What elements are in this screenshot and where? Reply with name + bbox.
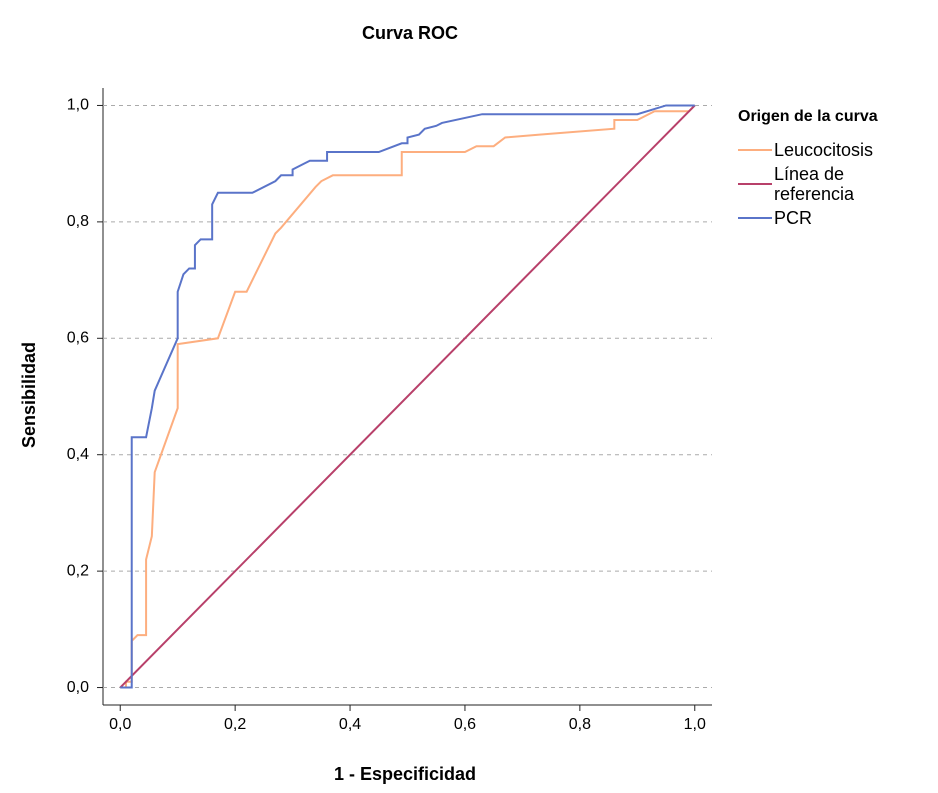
legend-item: PCR [738, 208, 903, 228]
y-tick-label: 0,6 [67, 330, 89, 347]
x-tick-label: 0,2 [224, 716, 246, 733]
x-tick-label: 0,6 [454, 716, 476, 733]
roc-line [120, 104, 695, 689]
x-tick-label: 1,0 [684, 716, 706, 733]
legend-item: Línea de referencia [738, 164, 903, 204]
y-tick-label: 1,0 [67, 97, 89, 114]
legend-label: Línea de referencia [774, 164, 855, 204]
legend-swatch [738, 183, 772, 185]
roc-line [119, 104, 696, 689]
legend-label: Leucocitosis [774, 140, 874, 160]
legend-swatch [738, 149, 772, 151]
legend: Origen de la curva Leucocitosis Línea de … [738, 108, 903, 232]
chart-title: Curva ROC [362, 23, 458, 43]
y-axis-label: Sensibilidad [19, 342, 39, 448]
y-tick-label: 0,8 [67, 213, 89, 230]
x-tick-label: 0,8 [569, 716, 591, 733]
x-tick-label: 0,0 [109, 716, 131, 733]
legend-title: Origen de la curva [738, 108, 878, 125]
x-tick-label: 0,4 [339, 716, 361, 733]
legend-item: Leucocitosis [738, 140, 903, 160]
y-tick-label: 0,0 [67, 679, 89, 696]
legend-swatch [738, 217, 772, 219]
y-tick-label: 0,4 [67, 446, 89, 463]
legend-label: PCR [774, 208, 813, 228]
y-tick-label: 0,2 [67, 562, 89, 579]
roc-line [120, 104, 696, 689]
x-axis-label: 1 - Especificidad [334, 764, 476, 784]
